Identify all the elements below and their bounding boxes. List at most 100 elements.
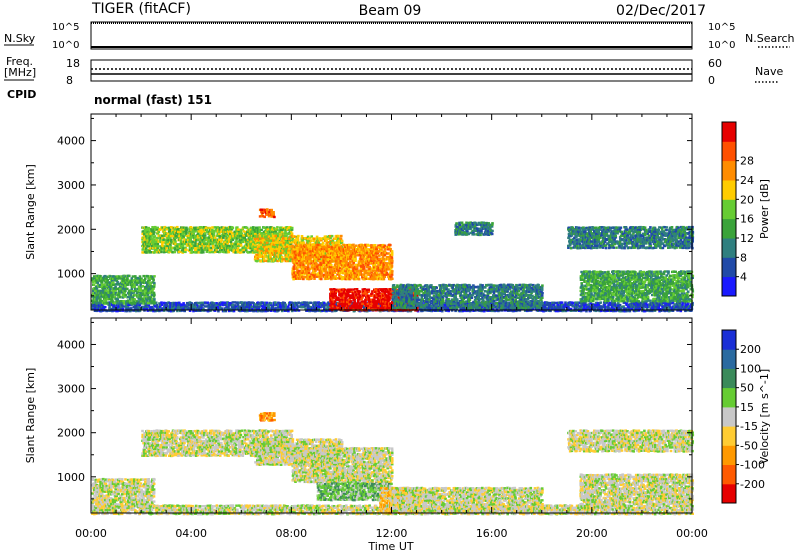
echo-cell [622,305,625,308]
echo-cell [278,259,281,262]
echo-cell [95,309,99,313]
echo-cell [141,279,144,282]
echo-cell [113,293,117,296]
echo-cell [116,307,119,310]
echo-cell [103,287,107,290]
echo-cell [218,234,221,238]
echo-cell [321,309,324,312]
echo-cell [155,303,159,307]
echo-cell [653,309,657,312]
echo-cell [281,240,284,244]
echo-cell [226,242,230,245]
echo-cell [244,304,247,307]
echo-cell [267,240,270,243]
echo-cell [92,301,95,304]
echo-cell [108,297,111,301]
echo-cell [293,307,296,310]
echo-cell [197,251,201,254]
echo-cell [170,232,173,235]
echo-cell [279,245,282,248]
echo-cell [659,308,662,311]
freq-tick-bottom: 8 [66,74,73,87]
echo-cell [658,310,661,313]
echo-cell [291,244,294,247]
echo-cell [604,305,608,309]
echo-cell [272,239,275,242]
echo-cell [238,251,242,254]
echo-cell [169,234,173,238]
echo-cell [101,300,104,303]
echo-cell [231,226,235,230]
echo-cell [174,236,177,240]
noise-left-tick-bottom: 10^0 [52,40,79,51]
echo-cell [270,234,273,238]
echo-cell [254,249,258,252]
echo-cell [134,302,137,305]
echo-cell [112,281,115,284]
echo-cell [615,305,618,308]
echo-cell [135,300,139,303]
echo-cell [597,305,601,309]
echo-cell [161,236,165,239]
echo-cell [152,245,156,248]
echo-cell [272,226,276,230]
echo-cell [304,307,307,311]
echo-cell [210,250,214,254]
echo-cell [185,226,188,229]
echo-cell [289,253,293,256]
echo-cell [152,285,156,288]
echo-cell [549,309,552,313]
echo-cell [112,283,115,287]
echo-cell [544,304,548,307]
echo-cell [317,305,321,308]
echo-cell [241,309,244,312]
echo-cell [143,234,146,238]
echo-cell [211,242,215,245]
echo-cell [639,305,642,308]
echo-cell [570,301,573,304]
echo-cell [153,300,156,303]
echo-cell [239,242,243,246]
echo-cell [130,277,134,280]
echo-cell [200,251,204,254]
echo-cell [220,228,224,231]
echo-cell [125,305,128,308]
echo-cell [219,230,223,233]
echo-cell [465,309,469,312]
echo-cell [103,277,107,281]
echo-cell [249,304,253,307]
echo-cell [258,255,261,259]
echo-cell [153,281,156,285]
echo-cell [129,300,132,303]
echo-cell [263,301,267,305]
echo-cell [321,252,325,255]
echo-cell [263,306,267,309]
echo-cell [165,302,169,305]
echo-cell [550,307,554,310]
echo-cell [315,303,318,307]
echo-cell [117,306,120,309]
echo-cell [326,235,330,238]
echo-cell [180,307,184,310]
echo-cell [106,290,110,293]
echo-cell [265,301,269,304]
echo-cell [110,291,114,294]
echo-cell [98,299,102,303]
echo-cell [185,238,188,241]
echo-cell [201,240,204,244]
echo-cell [185,301,189,305]
echo-cell [126,287,129,290]
echo-cell [252,240,255,243]
echo-cell [606,301,609,304]
echo-cell [133,285,136,289]
echo-cell [118,301,122,304]
echo-cell [166,244,169,248]
noise-right-tick-top: 10^5 [708,22,735,33]
echo-cell [267,237,270,240]
echo-cell [174,246,177,250]
echo-cell [234,236,237,239]
echo-cell [294,243,298,246]
echo-cell [274,258,278,261]
echo-cell [139,287,142,290]
echo-cell [192,246,195,250]
